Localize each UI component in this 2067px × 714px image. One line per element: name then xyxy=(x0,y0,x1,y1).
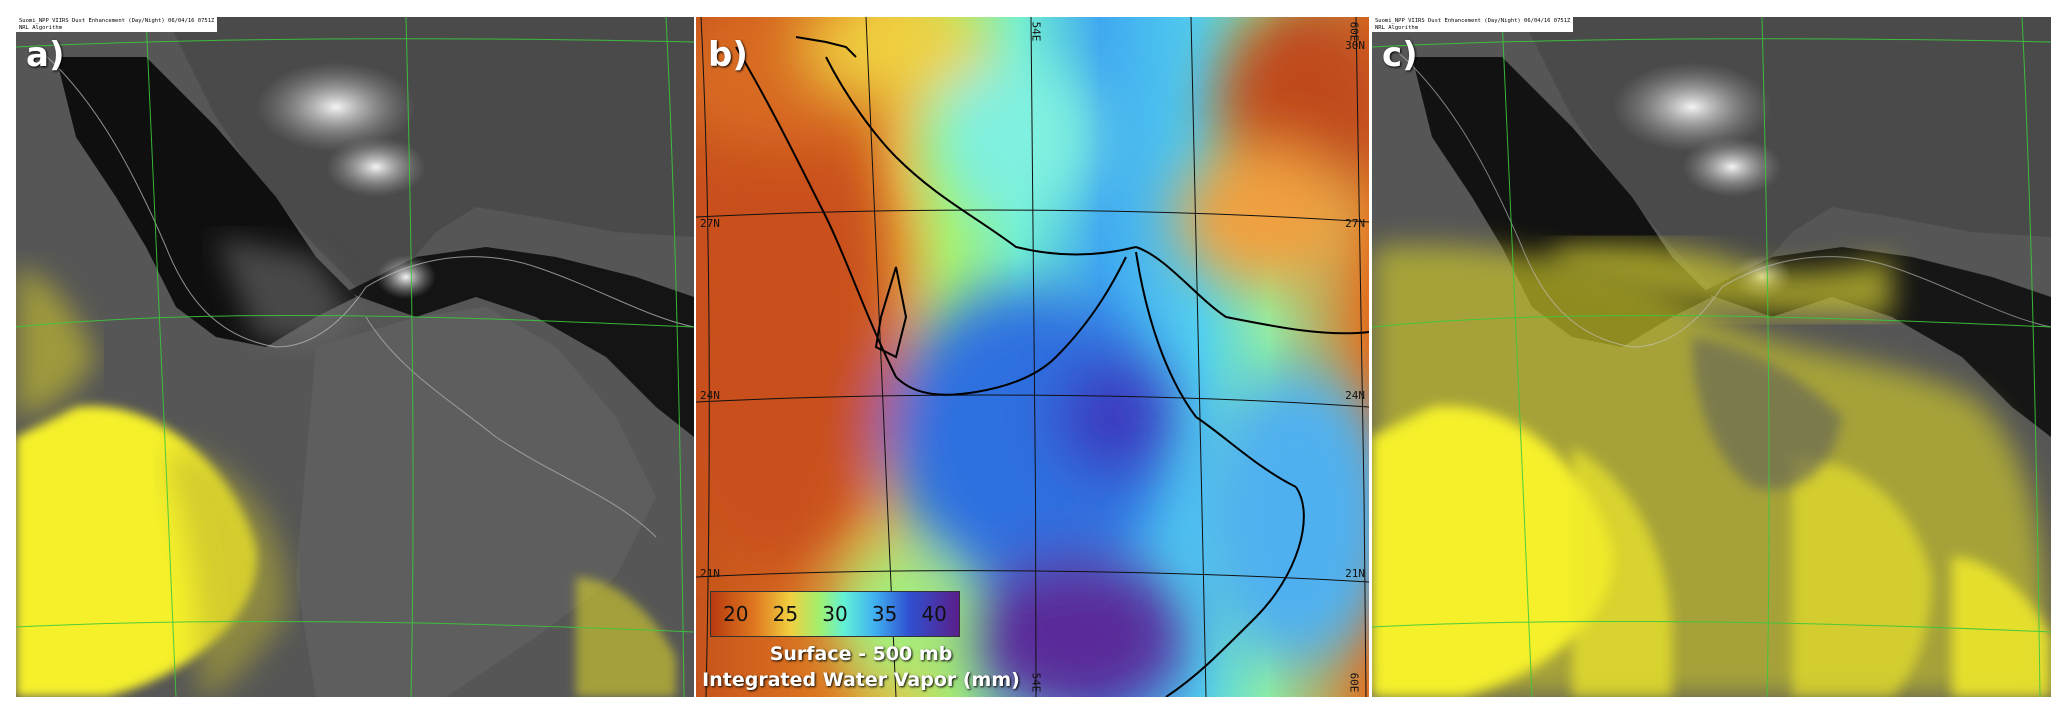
panel-a-image xyxy=(16,17,694,697)
lat-label-21n-left: 21N xyxy=(700,567,720,580)
panel-b-image xyxy=(696,17,1369,697)
legend-title-line2: Integrated Water Vapor (mm) xyxy=(702,669,1020,691)
panel-label: c) xyxy=(1382,35,1418,75)
legend-tick: 35 xyxy=(871,602,898,626)
panel-b-water-vapor-map: b) 27N 27N 24N 24N 21N 21N 54E 54E 60E 6… xyxy=(696,17,1369,697)
legend-tick: 30 xyxy=(822,602,848,626)
lon-label-54e-bottom: 54E xyxy=(1029,672,1043,693)
legend-colorbar: 20 25 30 35 40 xyxy=(710,591,960,637)
lat-label-21n: 21N xyxy=(1345,567,1365,580)
lon-label-54e: 54E xyxy=(1029,21,1043,42)
product-info-tag: Suomi_NPP VIIRS Dust Enhancement (Day/Ni… xyxy=(16,17,218,32)
lon-label-60e-bottom: 60E xyxy=(1347,672,1361,693)
panel-c-satellite-image: Suomi_NPP VIIRS Dust Enhancement (Day/Ni… xyxy=(1372,17,2051,697)
lat-label-24n: 24N xyxy=(1345,389,1365,402)
legend-tick: 20 xyxy=(723,602,749,626)
panel-label: a) xyxy=(26,35,65,75)
legend-tick: 25 xyxy=(772,602,799,626)
panel-label: b) xyxy=(708,35,748,75)
panel-a-satellite-image: Suomi_NPP VIIRS Dust Enhancement (Day/Ni… xyxy=(16,17,694,697)
legend-tick: 40 xyxy=(921,602,947,626)
lat-label-27n: 27N xyxy=(1345,217,1365,230)
water-vapor-legend: 20 25 30 35 40 xyxy=(710,591,960,637)
product-info-tag: Suomi_NPP VIIRS Dust Enhancement (Day/Ni… xyxy=(1372,17,1574,32)
lat-label-24n-left: 24N xyxy=(700,389,720,402)
legend-title-line1: Surface - 500 mb xyxy=(769,643,953,665)
panel-c-image xyxy=(1372,17,2051,697)
lat-label-27n-left: 27N xyxy=(700,217,720,230)
lat-label-30n: 30N xyxy=(1345,39,1365,52)
